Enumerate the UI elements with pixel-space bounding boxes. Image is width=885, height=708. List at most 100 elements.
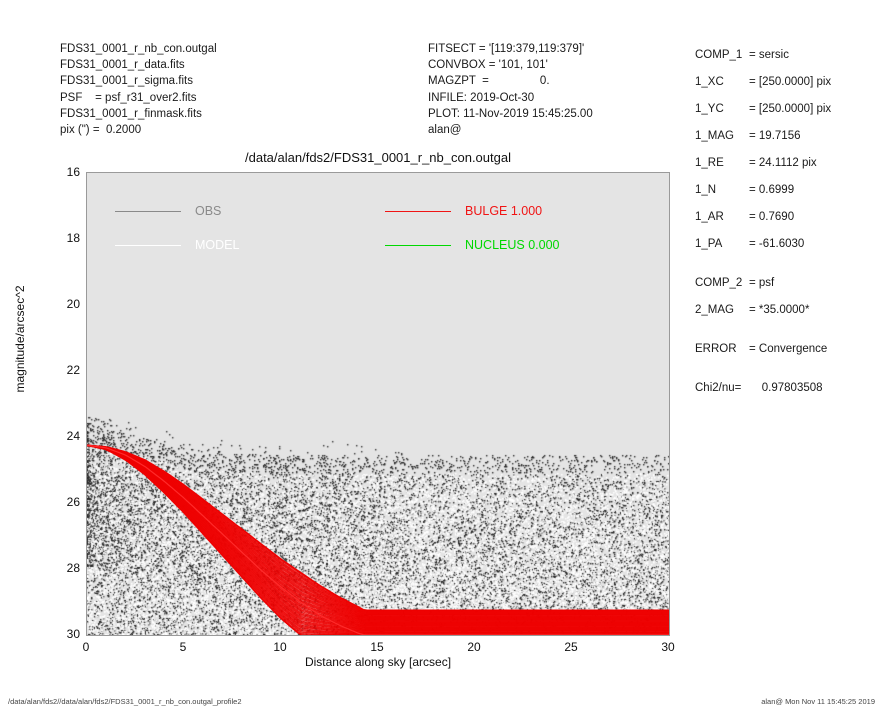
x-tick-15: 15 [370, 640, 384, 654]
bulge-isophote-curve [87, 444, 669, 618]
bulge-isophote-curve [87, 444, 669, 621]
legend-swatch-bulge [385, 211, 451, 212]
bulge-isophote-curve [87, 444, 669, 626]
param-key: 1_MAG [695, 130, 734, 142]
x-tick-25: 25 [564, 640, 578, 654]
bulge-isophote-curve [87, 444, 669, 632]
param-value: = sersic [749, 49, 789, 61]
y-axis-label: magnitude/arcsec^2 [13, 285, 27, 393]
bulge-isophote-curve [87, 444, 669, 627]
legend-label-nucleus: NUCLEUS 0.000 [465, 238, 560, 252]
bulge-isophote-curve [87, 444, 669, 633]
scatter-points-layer [87, 173, 669, 635]
bulge-isophote-curve [87, 444, 669, 635]
y-tick-30: 30 [66, 627, 80, 641]
plot-title: /data/alan/fds2/FDS31_0001_r_nb_con.outg… [245, 150, 511, 165]
fit-setting-line-4: PLOT: 11-Nov-2019 15:45:25.00 [428, 107, 593, 120]
bulge-isophote-curve [87, 444, 669, 612]
bulge-isophote-curve [87, 444, 669, 626]
param-value: = 0.7690 [749, 211, 795, 223]
param-key: 1_XC [695, 76, 724, 88]
bulge-isophote-curve [87, 444, 669, 635]
param-value: 0.97803508 [749, 382, 823, 394]
legend-label-obs: OBS [195, 204, 222, 218]
y-tick-16: 16 [66, 165, 80, 179]
y-tick-18: 18 [66, 231, 80, 245]
bulge-isophote-curve [87, 444, 669, 635]
x-tick-30: 30 [661, 640, 675, 654]
bulge-model-curve [87, 444, 669, 635]
header-fit-settings: FITSECT = '[119:379,119:379]' CONVBOX = '… [428, 41, 593, 138]
input-file-line-0: FDS31_0001_r_nb_con.outgal [60, 43, 217, 55]
legend-label-model: MODEL [195, 238, 240, 252]
fit-parameters-panel: COMP_1 = sersic 1_XC = [250.0000] pix 1_YC = … [695, 47, 831, 407]
legend-swatch-nucleus [385, 245, 451, 246]
bulge-isophote-curve [87, 444, 669, 613]
x-tick-10: 10 [273, 640, 287, 654]
param-value: = Convergence [749, 343, 828, 355]
bulge-isophote-curve [87, 444, 669, 614]
param-row-1re: 1_RE = 24.1112 pix [695, 155, 831, 182]
fit-setting-line-2: MAGZPT = 0. [428, 75, 550, 88]
x-axis-label: Distance along sky [arcsec] [304, 655, 452, 669]
fit-setting-line-1: CONVBOX = '101, 101' [428, 59, 548, 72]
bulge-isophote-curve [87, 444, 669, 634]
bulge-isophote-curve [87, 444, 669, 615]
bulge-isophote-curve [87, 444, 669, 623]
input-file-line-2: FDS31_0001_r_sigma.fits [60, 75, 193, 88]
bulge-isophote-curve [87, 444, 669, 620]
bulge-isophote-curve [87, 444, 669, 625]
param-value: = -61.6030 [749, 238, 805, 250]
bulge-isophote-curve [87, 444, 669, 620]
param-value: = [250.0000] pix [749, 103, 832, 115]
bulge-isophote-curve [87, 444, 669, 613]
param-value: = 0.6999 [749, 184, 795, 196]
bulge-isophote-curve [87, 444, 669, 630]
bulge-isophote-curve [87, 444, 669, 632]
x-tick-5: 5 [179, 640, 187, 654]
x-tick-0: 0 [82, 640, 90, 654]
param-value: = *35.0000* [749, 304, 810, 316]
bulge-isophote-curve [87, 444, 669, 627]
legend-label-bulge: BULGE 1.000 [465, 204, 543, 218]
bulge-isophote-curve [87, 444, 669, 622]
bulge-isophote-curve [87, 444, 669, 616]
legend-swatch-obs [115, 211, 181, 212]
param-row-2mag: 2_MAG = *35.0000* [695, 302, 831, 329]
bulge-isophote-curve [87, 444, 669, 617]
param-row-error: ERROR = Convergence [695, 341, 831, 368]
bulge-isophote-curve [87, 444, 669, 617]
param-row-1xc: 1_XC = [250.0000] pix [695, 74, 831, 101]
bulge-isophote-curve [87, 444, 669, 612]
bulge-isophote-curve [87, 444, 669, 635]
param-value: = 24.1112 pix [749, 157, 817, 169]
x-tick-20: 20 [467, 640, 481, 654]
param-row-1n: 1_N = 0.6999 [695, 182, 831, 209]
input-file-line-3: PSF = psf_r31_over2.fits [60, 91, 197, 104]
param-key: 1_YC [695, 103, 724, 115]
param-row-1mag: 1_MAG = 19.7156 [695, 128, 831, 155]
y-tick-28: 28 [66, 561, 80, 575]
bulge-isophote-curve [87, 444, 669, 623]
param-key: 1_RE [695, 157, 724, 169]
bulge-isophote-curve [87, 444, 669, 618]
legend-swatch-model [115, 245, 181, 246]
bulge-isophote-curve [87, 444, 669, 612]
fit-setting-line-0: FITSECT = '[119:379,119:379]' [428, 43, 585, 55]
param-value: = [250.0000] pix [749, 76, 832, 88]
bulge-isophote-curve [87, 444, 669, 625]
model-curves-layer [87, 444, 669, 635]
bulge-isophote-curve [87, 444, 669, 631]
bulge-isophote-curve [87, 444, 669, 622]
y-tick-22: 22 [66, 363, 80, 377]
param-row-chi2nu: Chi2/nu= 0.97803508 [695, 380, 831, 407]
param-row-1yc: 1_YC = [250.0000] pix [695, 101, 831, 128]
bulge-isophote-curve [87, 444, 669, 616]
param-key: 1_AR [695, 211, 724, 223]
param-row-1ar: 1_AR = 0.7690 [695, 209, 831, 236]
input-file-line-5: pix (") = 0.2000 [60, 124, 142, 137]
param-row-comp2: COMP_2 = psf [695, 275, 831, 302]
fit-setting-line-3: INFILE: 2019-Oct-30 [428, 91, 535, 104]
footer-path: /data/alan/fds2//data/alan/fds2/FDS31_00… [8, 697, 242, 706]
bulge-isophote-curve [87, 444, 669, 633]
